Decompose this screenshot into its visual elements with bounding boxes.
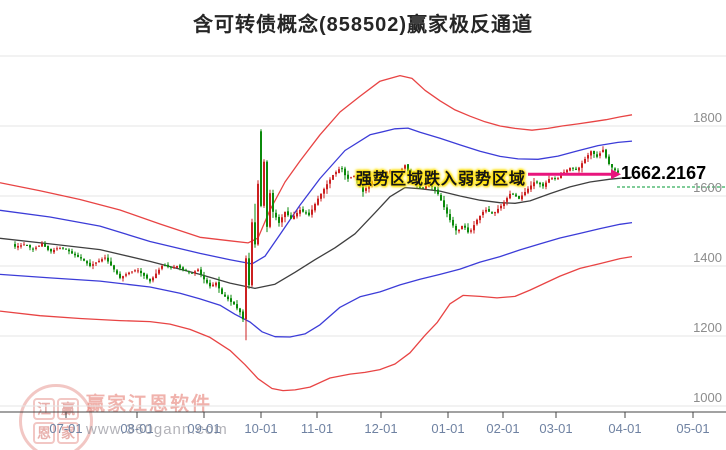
signal-annotation-text: 强势区域跌入弱势区域 [356, 171, 527, 188]
x-axis-label: 03-01 [539, 421, 573, 436]
x-axis-label: 09-01 [187, 421, 221, 436]
channel-line-lower-red [0, 255, 633, 392]
candlestick-series [14, 129, 619, 341]
signal-value-label: 1662.2167 [621, 163, 707, 183]
y-axis-label: 1800 [693, 110, 722, 125]
y-axis-label: 1400 [693, 250, 722, 265]
watermark-seal-char: 家 [57, 422, 79, 444]
y-axis-label: 1600 [693, 180, 722, 195]
y-axis-label: 1000 [693, 390, 722, 405]
x-axis-label: 07-01 [49, 421, 83, 436]
channel-line-lower-blue [0, 221, 633, 338]
chart-title: 含可转债概念(858502)赢家极反通道 [192, 14, 534, 36]
gridlines [0, 55, 726, 407]
x-axis-label: 12-01 [364, 421, 398, 436]
x-axis-label: 08-01 [120, 421, 154, 436]
x-axis [0, 411, 726, 418]
x-axis-label: 01-01 [431, 421, 465, 436]
watermark-seal-grid: 江 赢 恩 家 [33, 398, 79, 444]
y-axis-label: 1200 [693, 320, 722, 335]
watermark-seal-char: 江 [33, 398, 55, 420]
watermark-seal-icon: 江 赢 恩 家 [19, 384, 93, 450]
channel-line-upper-red [0, 74, 633, 244]
watermark-seal-char: 恩 [33, 422, 55, 444]
signal-arrow-icon [528, 169, 621, 180]
x-axis-label: 04-01 [608, 421, 642, 436]
watermark-brand-text: 赢家江恩软件 [86, 394, 213, 415]
x-axis-label: 11-01 [300, 421, 334, 436]
x-axis-label: 10-01 [244, 421, 278, 436]
channel-line-upper-blue [0, 127, 633, 265]
channel-line-middle-black [0, 176, 633, 290]
x-axis-label: 02-01 [486, 421, 520, 436]
watermark-url-text: www.360gann.com [86, 421, 228, 438]
x-axis-label: 05-01 [676, 421, 710, 436]
watermark-seal-char: 赢 [57, 398, 79, 420]
